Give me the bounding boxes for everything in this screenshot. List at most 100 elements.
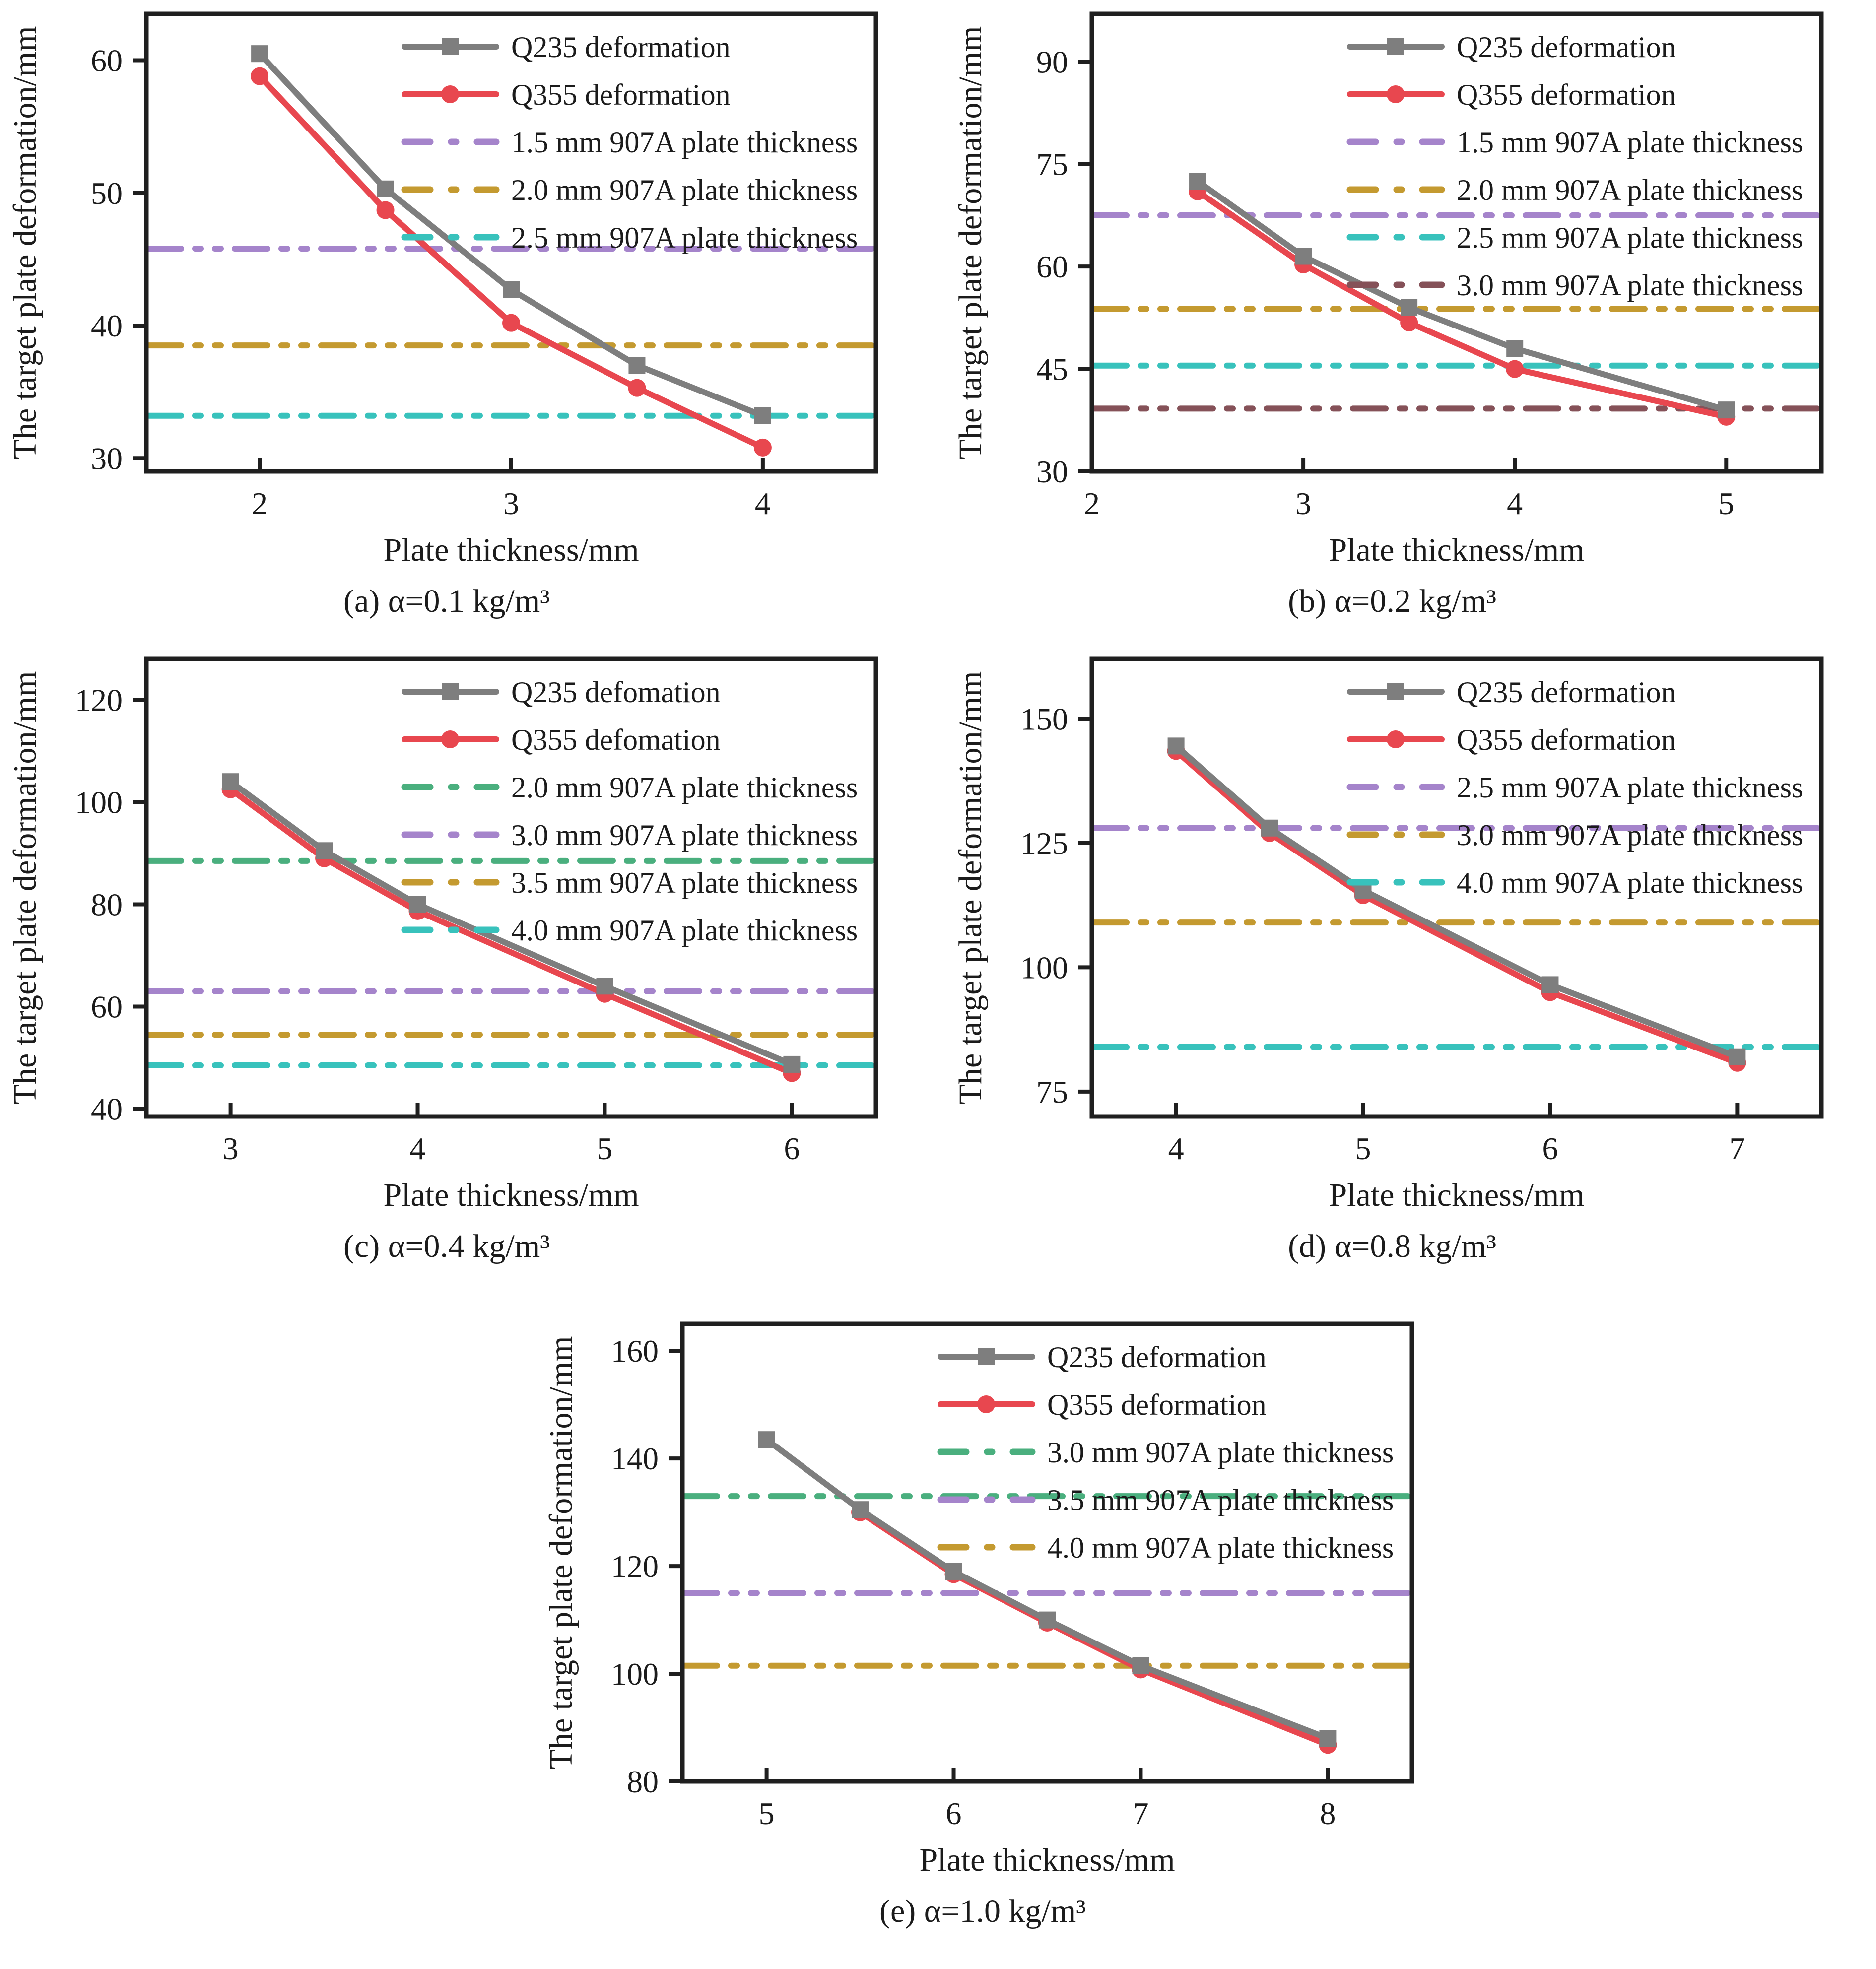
legend-entry: Q235 defomation (402, 676, 721, 709)
panel-c: 40 60 80 100 120 3 4 5 6 The target plate deforma… (0, 645, 893, 1265)
legend-entry: Q355 deformation (1347, 723, 1676, 756)
x-tick-label: 3 (503, 486, 519, 521)
axis-box (144, 656, 878, 1119)
legend-label: 2.0 mm 907A plate thickness (511, 174, 858, 206)
series-marker-q235 (852, 1501, 869, 1518)
caption-e: (e) α=1.0 kg/m³ (879, 1893, 1086, 1929)
legend-marker (1387, 683, 1404, 700)
legend-label: 3.0 mm 907A plate thickness (511, 819, 858, 852)
y-tick-label: 75 (1036, 1074, 1068, 1110)
x-tick-label: 6 (1542, 1131, 1558, 1166)
x-tick-label: 7 (1729, 1131, 1745, 1166)
y-tick-label: 60 (1036, 249, 1068, 284)
legend-entry: 4.0 mm 907A plate thickness (1346, 866, 1803, 899)
legend-label: 3.0 mm 907A plate thickness (1457, 269, 1803, 302)
legend-entry: 4.0 mm 907A plate thickness (401, 914, 858, 947)
x-tick-label: 4 (1168, 1131, 1184, 1166)
x-tick-label: 4 (1507, 486, 1523, 521)
legend-entry: 2.5 mm 907A plate thickness (401, 221, 858, 254)
series-marker-q355 (1506, 360, 1524, 378)
legend-entry: 2.0 mm 907A plate thickness (401, 174, 858, 206)
legend-label: 2.5 mm 907A plate thickness (511, 221, 858, 254)
x-tick-label: 8 (1320, 1796, 1336, 1831)
legend-label: 3.5 mm 907A plate thickness (1047, 1484, 1394, 1516)
legend-entry: Q235 deformation (402, 31, 731, 64)
x-tick-label: 2 (252, 486, 268, 521)
legend-marker (1387, 85, 1405, 103)
legend-entry: 2.0 mm 907A plate thickness (1346, 174, 1803, 206)
y-tick-label: 150 (1020, 701, 1068, 736)
series-marker-q235 (1401, 299, 1418, 316)
series-line-q235 (763, 1437, 1331, 1742)
legend-label: 2.0 mm 907A plate thickness (511, 771, 858, 804)
legend-label: 4.0 mm 907A plate thickness (1047, 1531, 1394, 1564)
y-tick-label: 80 (627, 1764, 659, 1799)
legend-marker (441, 730, 459, 748)
legend-entry: 1.5 mm 907A plate thickness (401, 126, 858, 159)
legend-marker (978, 1348, 995, 1365)
y-tick-label: 100 (1020, 950, 1068, 985)
x-tick-label: 4 (410, 1131, 426, 1166)
legend-marker (1387, 730, 1405, 748)
legend-marker (442, 38, 459, 55)
legend-marker (442, 683, 459, 700)
series-marker-q235 (1189, 173, 1206, 190)
legend-entry: Q355 deformation (1347, 78, 1676, 111)
legend-label: Q235 deformation (1457, 676, 1676, 709)
x-axis-title: Plate thickness/mm (383, 1177, 639, 1213)
chart-c-canvas: 40 60 80 100 120 3 4 5 6 The target plate deforma… (7, 656, 878, 1213)
legend-entry: Q235 deformation (1347, 676, 1676, 709)
series-marker-q235 (1167, 737, 1185, 755)
legend-entry: 3.0 mm 907A plate thickness (1346, 269, 1803, 302)
series-marker-q235 (251, 45, 268, 63)
legend-entry: 3.0 mm 907A plate thickness (1346, 819, 1803, 852)
series-marker-q235 (783, 1055, 801, 1073)
y-axis-title: The target plate deformation/mm (952, 26, 989, 459)
x-tick-label: 5 (597, 1131, 612, 1166)
panel-b: 30 45 60 75 90 2 3 4 5 The target plate deformati… (945, 0, 1839, 620)
y-tick-label: 75 (1036, 147, 1068, 182)
legend-label: 3.0 mm 907A plate thickness (1047, 1436, 1394, 1469)
series-marker-q235 (1295, 248, 1312, 265)
legend-label: 2.0 mm 907A plate thickness (1457, 174, 1803, 206)
legend-entry: Q355 defomation (402, 723, 721, 756)
series-marker-q235 (628, 357, 646, 374)
x-axis-title: Plate thickness/mm (1329, 532, 1584, 568)
series-marker-q235 (1718, 401, 1735, 419)
legend-entry: 4.0 mm 907A plate thickness (937, 1531, 1394, 1564)
chart-a-canvas: 30 40 50 60 2 3 4 The target plate deformation/… (7, 11, 878, 568)
axis-box (1089, 11, 1824, 474)
legend-entry: 3.5 mm 907A plate thickness (937, 1484, 1394, 1516)
x-tick-label: 7 (1133, 1796, 1148, 1831)
panel-d: 75 100 125 150 4 5 6 7 The target plate deformat… (945, 645, 1839, 1265)
caption-b: (b) α=0.2 kg/m³ (1288, 583, 1496, 619)
series-marker-q235 (503, 281, 520, 298)
legend-label: Q355 deformation (511, 78, 731, 111)
y-tick-label: 60 (91, 43, 123, 78)
legend-marker (441, 85, 459, 103)
y-tick-label: 120 (75, 682, 123, 718)
legend-entry: 2.5 mm 907A plate thickness (1346, 771, 1803, 804)
y-tick-label: 100 (611, 1656, 659, 1692)
legend-label: Q235 deformation (1047, 1341, 1267, 1374)
legend-marker (1387, 38, 1404, 55)
x-tick-label: 3 (1295, 486, 1311, 521)
series-marker-q235 (758, 1431, 775, 1448)
x-tick-label: 2 (1084, 486, 1100, 521)
y-axis-title: The target plate deformation/mm (7, 671, 43, 1105)
legend-entry: 1.5 mm 907A plate thickness (1346, 126, 1803, 159)
x-tick-label: 5 (1355, 1131, 1371, 1166)
y-tick-label: 45 (1036, 352, 1068, 387)
series-marker-q355 (1400, 314, 1418, 332)
y-tick-label: 30 (1036, 454, 1068, 489)
y-tick-label: 60 (91, 989, 123, 1025)
panel-a: 30 40 50 60 2 3 4 The target plate deformation/… (0, 0, 893, 620)
y-axis-title: The target plate deformation/mm (7, 26, 43, 459)
series-marker-q235 (377, 180, 394, 197)
x-axis-title: Plate thickness/mm (919, 1842, 1175, 1878)
legend-label: 1.5 mm 907A plate thickness (511, 126, 858, 159)
legend-entry: Q355 deformation (402, 78, 731, 111)
x-axis-title: Plate thickness/mm (1329, 1177, 1584, 1213)
